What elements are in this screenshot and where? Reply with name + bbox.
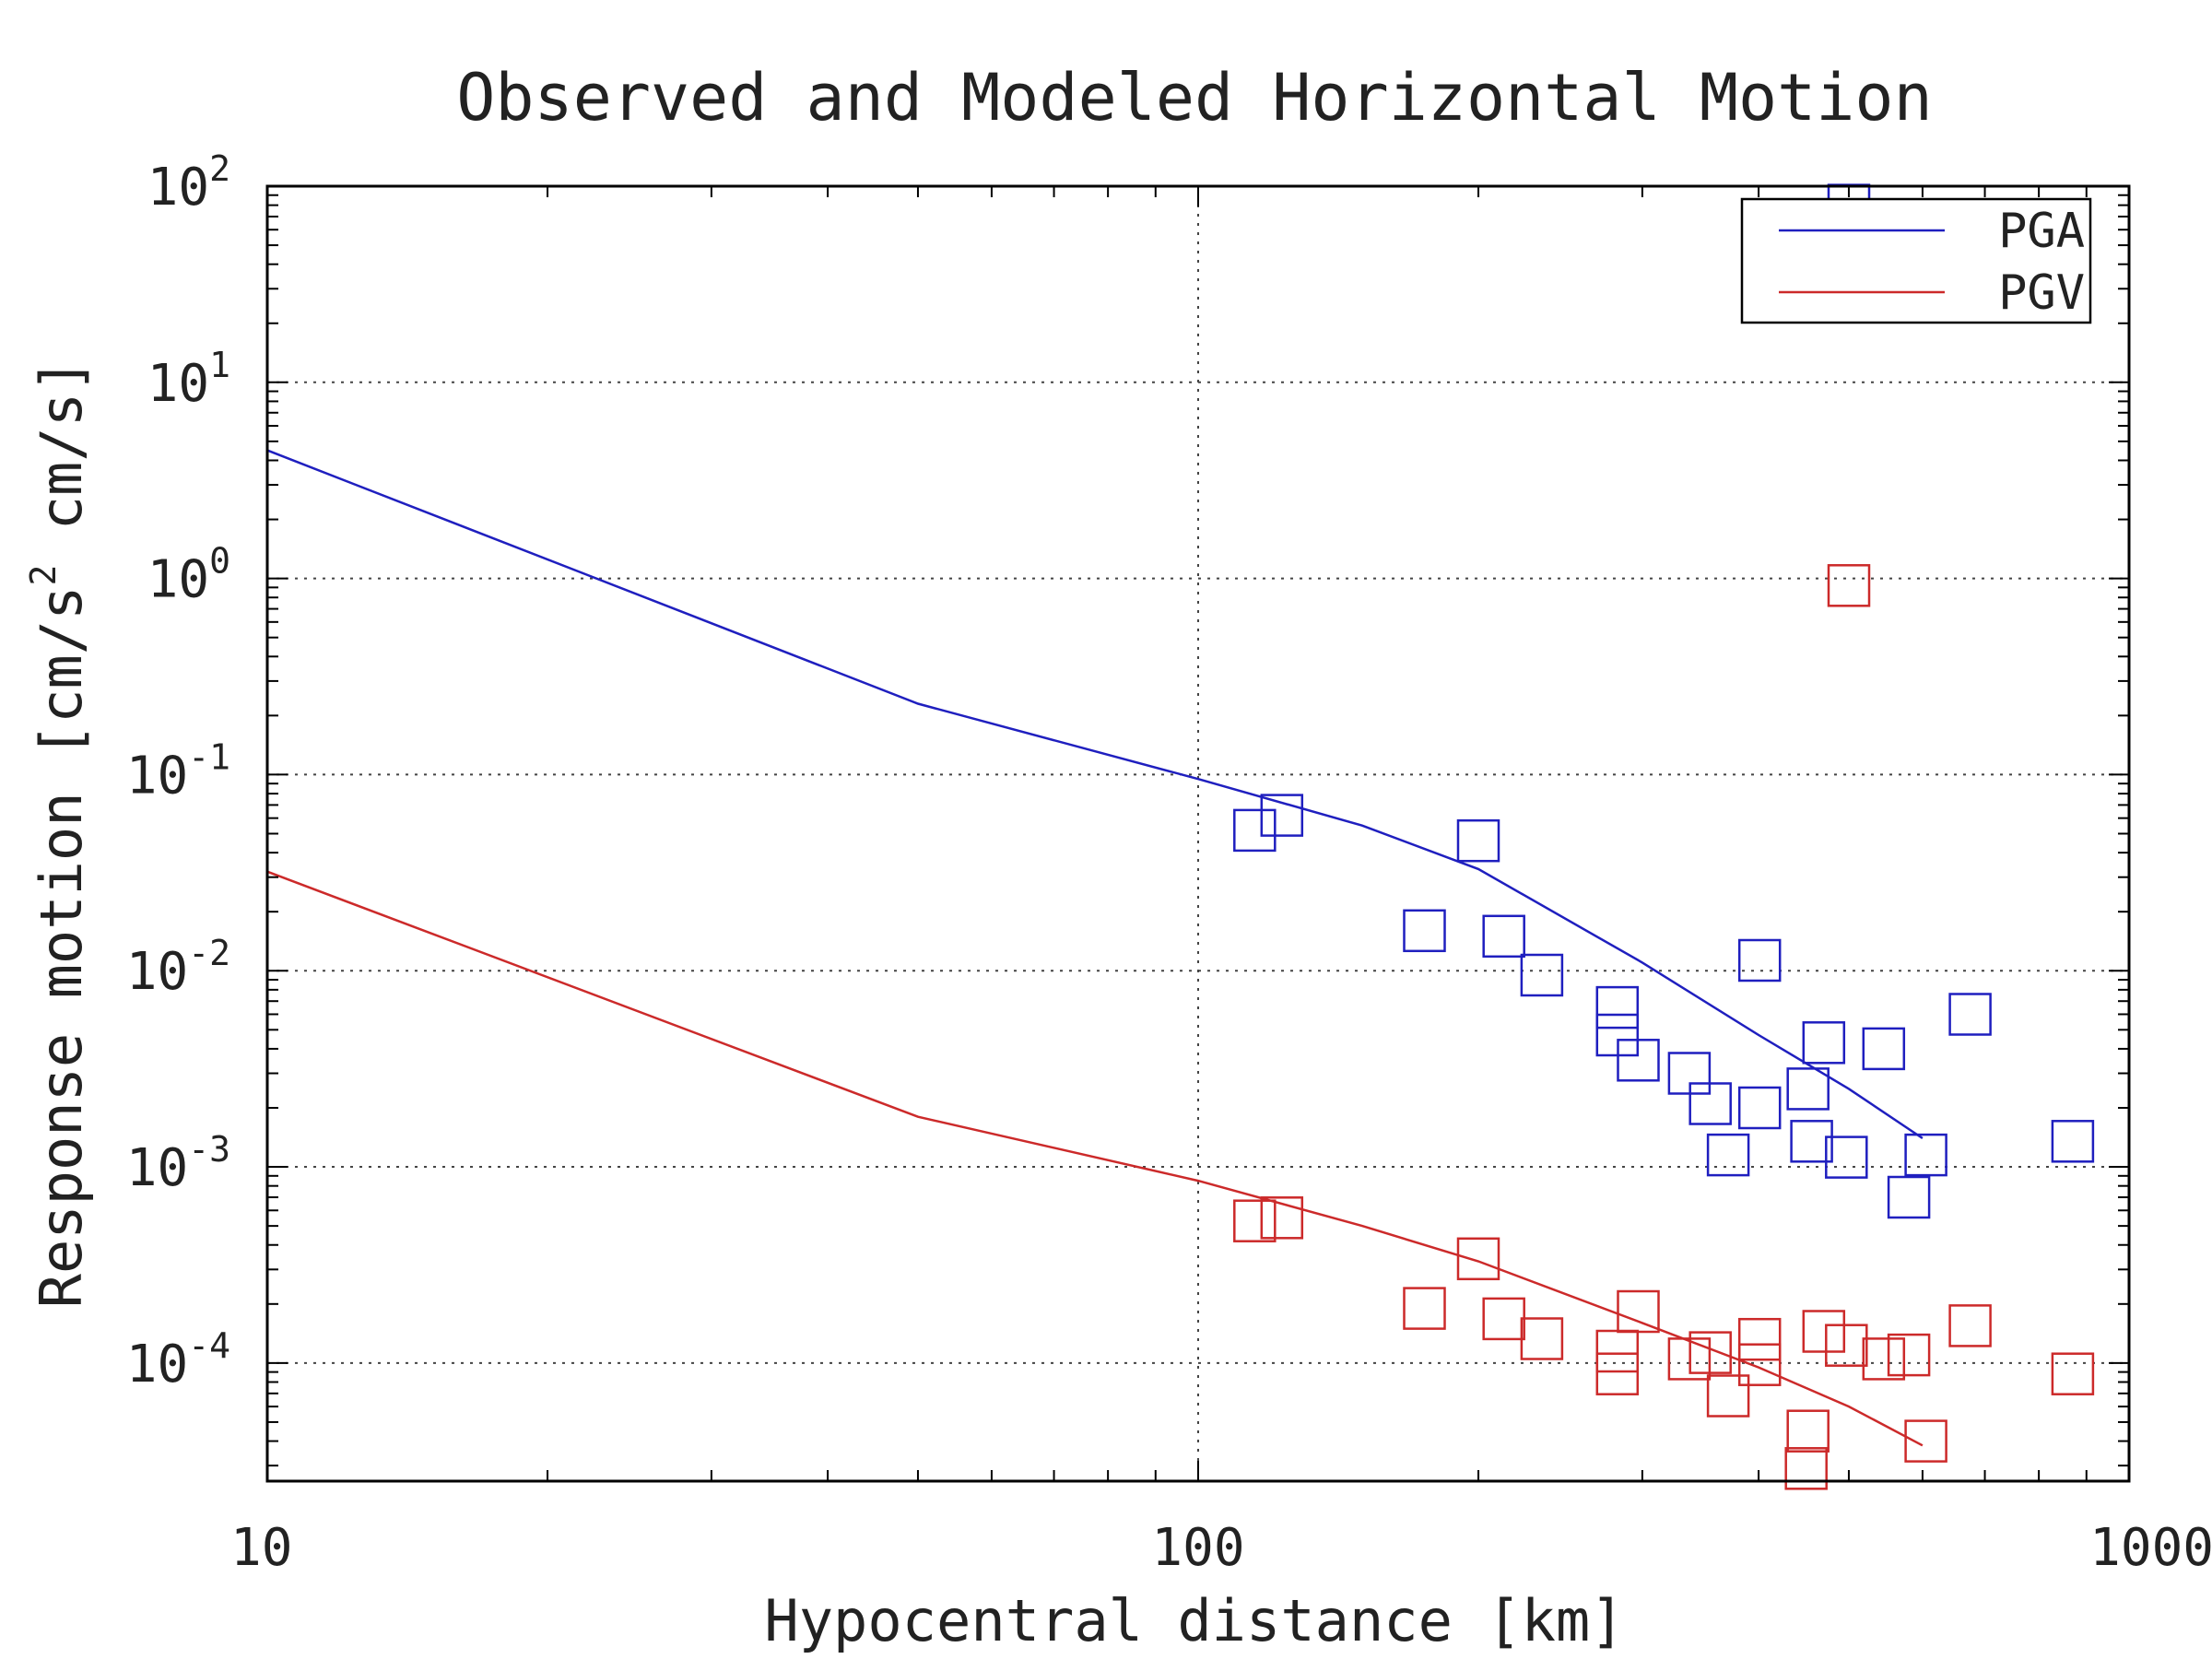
pgv-observed-point bbox=[1456, 1237, 1500, 1281]
pga-observed-point bbox=[1737, 1086, 1782, 1130]
y-tick-exponent: -2 bbox=[188, 933, 230, 973]
pgv-observed-point bbox=[1706, 1374, 1750, 1418]
x-tick-label: 1000 bbox=[2089, 1518, 2212, 1578]
legend-label-pgv: PGV bbox=[1998, 265, 2085, 321]
pga-observed-point bbox=[1520, 953, 1564, 997]
observed-markers bbox=[1233, 183, 2095, 1490]
pgv-observed-point bbox=[1595, 1352, 1640, 1395]
pga-observed-point bbox=[1887, 1175, 1931, 1219]
y-tick-label: 10-3 bbox=[126, 1129, 230, 1198]
pgv-observed-point bbox=[1948, 1304, 1992, 1347]
pga-observed-point bbox=[1948, 993, 1992, 1036]
pga-observed-point bbox=[1482, 914, 1525, 959]
pga-observed-point bbox=[1403, 909, 1446, 953]
y-tick-label: 10-4 bbox=[126, 1325, 230, 1394]
y-axis-label: Response motion [cm/s2 cm/s] bbox=[23, 359, 95, 1309]
pgv-observed-point bbox=[1617, 1289, 1660, 1334]
pgv-observed-point bbox=[1688, 1331, 1732, 1374]
y-tick-base: 10 bbox=[147, 158, 209, 218]
pga-model-line bbox=[266, 449, 1924, 1140]
pgv-model-line bbox=[266, 870, 1924, 1447]
y-tick-label: 10-1 bbox=[126, 736, 230, 806]
pga-observed-point bbox=[2051, 1120, 2095, 1163]
pgv-observed-point bbox=[1904, 1419, 1947, 1463]
pga-observed-point bbox=[1688, 1082, 1732, 1125]
pga-observed-point bbox=[1825, 1135, 1868, 1179]
pgv-observed-point bbox=[1887, 1333, 1931, 1377]
pga-observed-point bbox=[1456, 818, 1500, 863]
pgv-observed-point bbox=[1862, 1337, 1906, 1381]
y-tick-exponent: 1 bbox=[209, 345, 230, 385]
pga-observed-point bbox=[1904, 1133, 1947, 1177]
pgv-observed-point bbox=[1233, 1199, 1277, 1242]
pga-observed-point bbox=[1737, 938, 1782, 982]
pgv-observed-point bbox=[1520, 1317, 1564, 1360]
pgv-observed-point bbox=[1737, 1343, 1782, 1386]
y-tick-exponent: -3 bbox=[188, 1129, 230, 1170]
pgv-observed-point bbox=[1595, 1329, 1640, 1373]
chart-title: Observed and Modeled Horizontal Motion bbox=[456, 60, 1932, 135]
pga-observed-point bbox=[1595, 985, 1640, 1030]
y-tick-label: 100 bbox=[147, 541, 230, 610]
y-tick-base: 10 bbox=[126, 746, 188, 806]
pgv-observed-point bbox=[1482, 1297, 1525, 1341]
grid bbox=[267, 186, 2129, 1481]
pga-observed-point bbox=[1260, 794, 1304, 837]
pgv-observed-point bbox=[2051, 1352, 2095, 1395]
legend-box bbox=[1740, 197, 2092, 324]
pgv-observed-point bbox=[1825, 1324, 1868, 1367]
axis-ticks bbox=[266, 186, 2129, 1481]
y-axis-label-tail: cm/s] bbox=[28, 359, 95, 565]
y-tick-base: 10 bbox=[126, 1335, 188, 1394]
pga-observed-point bbox=[1617, 1039, 1660, 1082]
pga-observed-point bbox=[1802, 1021, 1846, 1065]
y-tick-label: 101 bbox=[147, 345, 230, 414]
y-axis-label-main: Response motion [cm/s bbox=[28, 585, 95, 1308]
y-tick-base: 10 bbox=[147, 354, 209, 414]
pga-observed-point bbox=[1862, 1027, 1906, 1071]
pga-observed-point bbox=[1790, 1120, 1833, 1163]
y-tick-label: 102 bbox=[147, 148, 230, 218]
pgv-observed-point bbox=[1786, 1409, 1830, 1453]
x-tick-label: 10 bbox=[230, 1518, 292, 1578]
y-tick-base: 10 bbox=[126, 1138, 188, 1198]
y-tick-base: 10 bbox=[147, 550, 209, 610]
pgv-observed-point bbox=[1784, 1447, 1828, 1490]
y-tick-base: 10 bbox=[126, 942, 188, 1002]
pgv-observed-point bbox=[1737, 1317, 1782, 1361]
x-tick-label: 100 bbox=[1151, 1518, 1244, 1578]
pga-observed-point bbox=[1233, 808, 1277, 853]
x-tick-labels: 10 100 1000 bbox=[230, 1518, 2212, 1578]
model-lines bbox=[266, 449, 1924, 1447]
y-axis-label-superscript: 2 bbox=[23, 565, 64, 586]
y-tick-exponent: 0 bbox=[209, 541, 230, 582]
y-tick-exponent: 2 bbox=[209, 148, 230, 189]
y-tick-exponent: -1 bbox=[188, 736, 230, 777]
pga-observed-point bbox=[1786, 1067, 1830, 1111]
y-tick-exponent: -4 bbox=[188, 1325, 230, 1366]
y-tick-label: 10-2 bbox=[126, 933, 230, 1002]
pgv-observed-point bbox=[1403, 1287, 1446, 1330]
x-axis-label: Hypocentral distance [km] bbox=[764, 1587, 1624, 1654]
legend-label-pga: PGA bbox=[1998, 204, 2085, 259]
pgv-observed-point bbox=[1827, 564, 1871, 607]
legend: PGA PGV bbox=[1740, 197, 2092, 324]
pgv-observed-point bbox=[1260, 1196, 1304, 1240]
pgv-observed-point bbox=[1802, 1310, 1846, 1353]
pga-observed-point bbox=[1706, 1133, 1750, 1177]
